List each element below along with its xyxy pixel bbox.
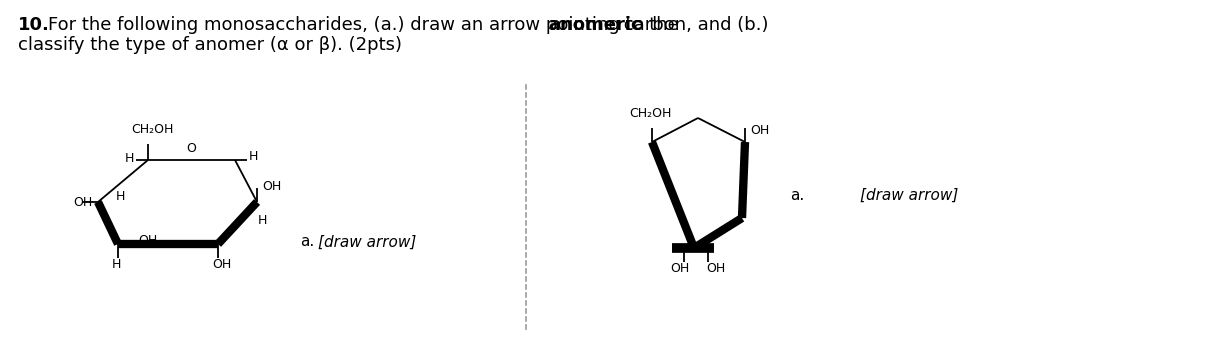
Text: OH: OH [73, 196, 93, 209]
Text: OH: OH [138, 234, 158, 247]
Text: anomeric: anomeric [548, 16, 642, 34]
Text: OH: OH [750, 123, 769, 136]
Text: H: H [111, 258, 121, 271]
Text: [draw arrow]: [draw arrow] [860, 188, 959, 203]
Text: H: H [125, 151, 135, 164]
Text: [draw arrow]: [draw arrow] [318, 235, 416, 250]
Text: O: O [187, 142, 197, 155]
Text: OH: OH [670, 262, 690, 275]
Text: For the following monosaccharides, (a.) draw an arrow pointing to the: For the following monosaccharides, (a.) … [48, 16, 685, 34]
Text: H: H [257, 214, 267, 227]
Text: classify the type of anomer (α or β). (2pts): classify the type of anomer (α or β). (2… [18, 36, 402, 54]
Text: CH₂OH: CH₂OH [629, 107, 671, 120]
Text: carbon, and (b.): carbon, and (b.) [618, 16, 768, 34]
Text: H: H [249, 149, 258, 163]
Text: OH: OH [213, 258, 231, 271]
Text: 10.: 10. [18, 16, 50, 34]
Text: OH: OH [707, 262, 725, 275]
Text: CH₂OH: CH₂OH [131, 123, 174, 136]
Text: a.: a. [790, 188, 805, 203]
Text: OH: OH [262, 179, 281, 193]
Text: H: H [115, 190, 125, 203]
Text: a.: a. [300, 235, 314, 250]
